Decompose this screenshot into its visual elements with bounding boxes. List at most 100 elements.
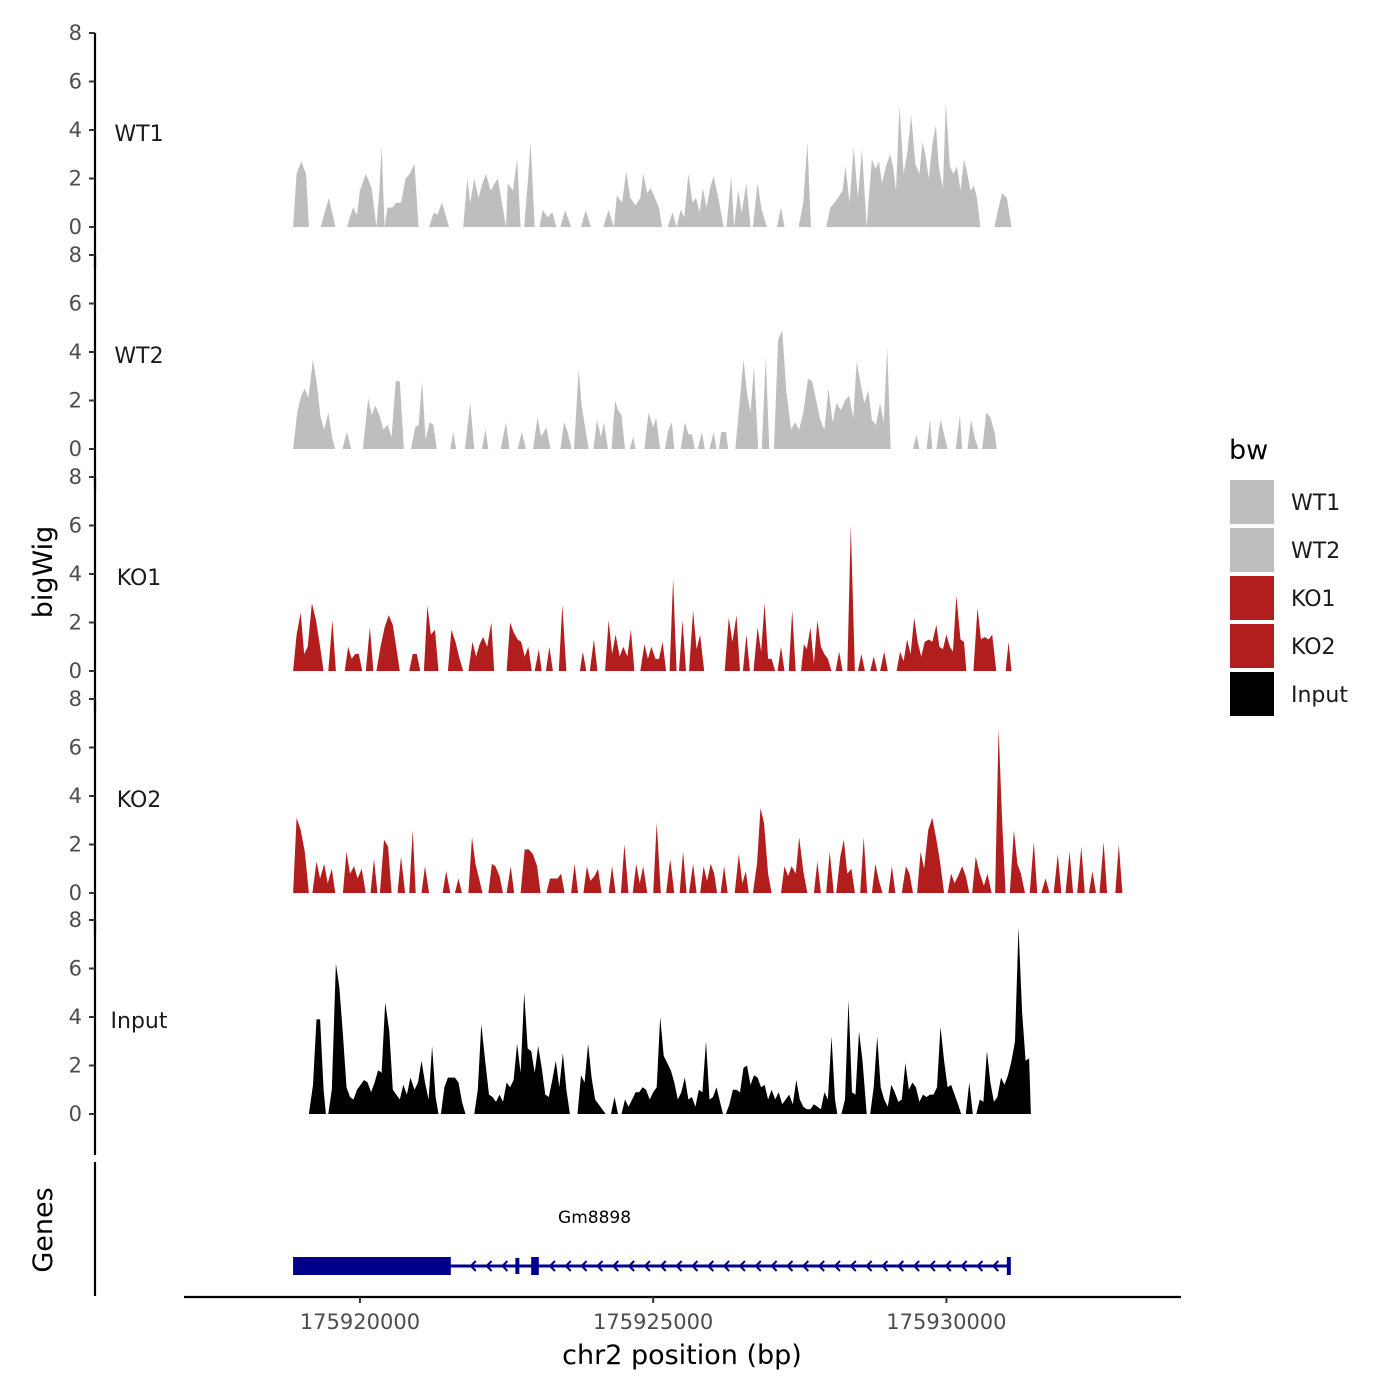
y-tick-label: 0 <box>69 215 82 239</box>
coverage-peak-ko1 <box>423 605 439 671</box>
coverage-peak-ko2 <box>836 839 855 893</box>
gene-track: Gm8898 <box>93 1162 1011 1296</box>
coverage-peak-ko2 <box>520 849 541 893</box>
y-tick-label: 4 <box>69 118 82 142</box>
coverage-peak-wt1 <box>826 103 981 227</box>
coverage-peak-ko2 <box>995 728 1006 893</box>
coverage-peak-wt1 <box>994 193 1012 227</box>
coverage-peak-wt2 <box>500 422 510 449</box>
coverage-peak-wt2 <box>517 432 526 449</box>
coverage-peak-ko2 <box>689 863 697 893</box>
coverage-peak-ko1 <box>293 603 324 671</box>
coverage-peak-ko1 <box>409 654 421 671</box>
y-tick-label: 8 <box>69 908 82 932</box>
coverage-peak-ko2 <box>342 851 366 893</box>
gene-exon <box>515 1258 520 1274</box>
coverage-peak-ko1 <box>506 622 532 671</box>
coverage-peak-ko2 <box>1115 844 1123 893</box>
legend-label-wt2: WT2 <box>1291 539 1340 564</box>
coverage-peak-ko1 <box>753 603 776 671</box>
coverage-peak-wt2 <box>481 429 489 449</box>
gene-exon <box>293 1257 358 1275</box>
coverage-peak-ko1 <box>579 651 587 671</box>
coverage-peak-ko1 <box>896 595 967 671</box>
strand-arrow <box>881 1260 889 1272</box>
strand-arrow <box>564 1260 572 1272</box>
coverage-peak-ko2 <box>546 873 565 893</box>
coverage-peak-wt2 <box>774 330 891 449</box>
y-tick-label: 6 <box>69 292 82 316</box>
track-input: 0 2 4 6 8 Input <box>69 908 1031 1155</box>
track-label: WT2 <box>114 344 163 369</box>
coverage-peak-input <box>611 1097 618 1114</box>
coverage-peak-wt1 <box>726 176 751 227</box>
coverage-peak-wt2 <box>913 434 920 449</box>
coverage-peak-wt2 <box>342 432 352 449</box>
legend-swatch-input <box>1230 672 1274 716</box>
coverage-peak-wt2 <box>697 432 705 449</box>
coverage-peak-ko1 <box>669 578 677 671</box>
y-tick-label: 0 <box>69 437 82 461</box>
y-tick-label: 6 <box>69 957 82 981</box>
coverage-peak-wt2 <box>735 359 759 449</box>
strand-arrow <box>548 1260 556 1272</box>
coverage-peak-ko2 <box>720 866 728 893</box>
strand-arrow <box>722 1260 730 1272</box>
coverage-peak-ko2 <box>312 861 336 893</box>
coverage-peak-ko1 <box>689 610 705 671</box>
coverage-peak-wt1 <box>539 210 557 227</box>
strand-arrow <box>976 1260 984 1272</box>
coverage-peak-ko2 <box>442 871 451 893</box>
strand-arrow <box>643 1260 651 1272</box>
coverage-peak-ko1 <box>605 620 635 671</box>
coverage-peak-wt1 <box>463 159 521 227</box>
coverage-peak-wt1 <box>667 173 724 227</box>
legend-swatch-ko1 <box>1230 576 1274 620</box>
coverage-peak-ko2 <box>397 856 406 893</box>
coverage-peak-ko1 <box>365 627 374 671</box>
coverage-peak-wt1 <box>798 142 811 227</box>
coverage-peak-ko2 <box>409 830 416 893</box>
coverage-peak-ko2 <box>632 863 648 893</box>
strand-arrow <box>659 1260 667 1272</box>
coverage-peak-ko1 <box>376 615 400 671</box>
coverage-peak-ko2 <box>752 808 772 893</box>
coverage-peak-ko2 <box>620 844 629 893</box>
y-axis-title: bigWig <box>28 526 59 619</box>
coverage-peak-ko1 <box>534 649 542 671</box>
strand-arrow <box>817 1260 825 1272</box>
strand-arrow <box>833 1260 841 1272</box>
coverage-peak-wt2 <box>718 432 729 449</box>
coverage-peak-ko2 <box>972 856 992 893</box>
coverage-peak-ko2 <box>1077 846 1085 893</box>
y-tick-label: 8 <box>69 243 82 267</box>
coverage-peak-ko1 <box>847 525 855 671</box>
y-tick-label: 8 <box>69 465 82 489</box>
strand-arrow <box>770 1260 778 1272</box>
coverage-peak-wt2 <box>644 412 661 449</box>
legend-title: bw <box>1229 435 1268 466</box>
strand-arrow <box>849 1260 857 1272</box>
coverage-peak-ko2 <box>1088 871 1096 893</box>
track-label: WT1 <box>114 122 163 147</box>
strand-arrow <box>596 1260 604 1272</box>
coverage-peak-wt2 <box>982 412 997 449</box>
x-tick-label: 175925000 <box>593 1310 713 1334</box>
coverage-peak-input <box>725 1036 838 1114</box>
coverage-peak-wt1 <box>776 207 785 227</box>
coverage-peak-input <box>841 1000 867 1114</box>
coverage-peak-ko2 <box>871 863 883 893</box>
coverage-peak-ko2 <box>653 822 661 893</box>
coverage-peak-input <box>976 927 1031 1114</box>
coverage-peak-ko2 <box>421 866 430 893</box>
gene-track-title: Genes <box>28 1187 59 1272</box>
coverage-peak-ko1 <box>1005 641 1012 671</box>
coverage-peak-ko2 <box>1065 851 1074 893</box>
track-ko2: 0 2 4 6 8 KO2 <box>69 687 1123 934</box>
coverage-peak-wt1 <box>581 210 591 227</box>
strand-arrow <box>991 1260 1000 1272</box>
coverage-peak-input <box>577 1043 606 1114</box>
strand-arrow <box>611 1260 620 1272</box>
coverage-peak-ko2 <box>781 837 808 893</box>
